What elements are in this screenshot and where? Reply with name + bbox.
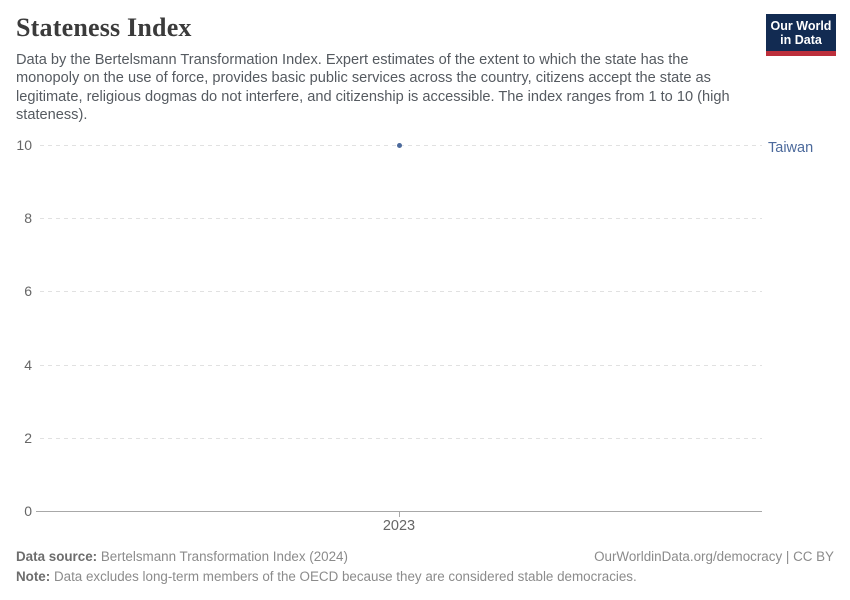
gridline-y-4 bbox=[40, 365, 762, 366]
attribution-link[interactable]: OurWorldinData.org/democracy | CC BY bbox=[594, 549, 834, 564]
note-line: Note: Data excludes long-term members of… bbox=[16, 569, 637, 584]
y-axis-tick-label: 8 bbox=[24, 210, 32, 226]
data-point-taiwan-2023[interactable] bbox=[396, 142, 402, 148]
y-axis-tick-label: 6 bbox=[24, 283, 32, 299]
data-source-link[interactable]: Bertelsmann Transformation Index (2024) bbox=[100, 549, 348, 564]
x-axis-tick bbox=[399, 511, 400, 517]
owid-logo[interactable]: Our World in Data bbox=[766, 14, 836, 56]
owid-logo-line2: in Data bbox=[780, 33, 822, 47]
note-text: Data excludes long-term members of the O… bbox=[53, 569, 637, 584]
owid-logo-line1: Our World bbox=[770, 19, 832, 33]
data-source-label: Data source: bbox=[16, 549, 98, 564]
chart-title: Stateness Index bbox=[16, 13, 192, 42]
gridline-y-6 bbox=[40, 291, 762, 292]
gridline-y-8 bbox=[40, 218, 762, 219]
series-label-taiwan[interactable]: Taiwan bbox=[768, 140, 814, 156]
y-axis-tick-label: 10 bbox=[16, 137, 32, 153]
y-axis-tick-label: 0 bbox=[24, 503, 32, 519]
x-axis-tick-label: 2023 bbox=[382, 518, 416, 534]
gridline-y-2 bbox=[40, 438, 762, 439]
y-axis-tick-label: 4 bbox=[24, 357, 32, 373]
data-source-line: Data source: Bertelsmann Transformation … bbox=[16, 549, 348, 564]
chart-subtitle: Data by the Bertelsmann Transformation I… bbox=[16, 52, 730, 123]
note-label: Note: bbox=[16, 569, 51, 584]
y-axis-tick-label: 2 bbox=[24, 430, 32, 446]
